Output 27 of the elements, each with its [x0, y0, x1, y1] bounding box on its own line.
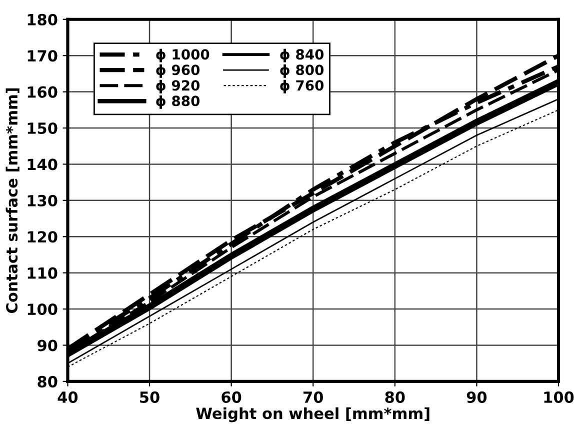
x-tick-label: 60 [222, 391, 242, 403]
x-tick-label: 50 [140, 391, 160, 403]
x-tick-label: 100 [544, 391, 574, 403]
y-tick-label: 90 [38, 340, 58, 352]
y-axis-title: Contact surface [mm*mm] [6, 88, 20, 314]
x-tick-label: 70 [304, 391, 324, 403]
legend-label: ϕ 880 [156, 95, 200, 109]
y-tick-label: 80 [38, 376, 58, 388]
legend-label: ϕ 760 [280, 80, 324, 94]
legend-label: ϕ 960 [156, 64, 200, 78]
y-tick-label: 120 [28, 231, 58, 243]
y-tick-label: 160 [28, 86, 58, 98]
y-tick-label: 170 [28, 50, 58, 62]
y-tick-label: 180 [28, 14, 58, 26]
legend-label: ϕ 1000 [156, 48, 210, 62]
x-tick-label: 40 [58, 391, 78, 403]
y-tick-label: 130 [28, 194, 58, 206]
y-tick-label: 140 [28, 158, 58, 170]
x-tick-label: 90 [466, 391, 487, 403]
x-axis-title: Weight on wheel [mm*mm] [196, 407, 430, 422]
y-tick-label: 100 [28, 303, 58, 316]
legend-label: ϕ 800 [280, 64, 324, 78]
y-tick-label: 150 [28, 122, 58, 134]
legend-label: ϕ 840 [280, 48, 324, 62]
y-tick-label: 110 [28, 267, 58, 279]
legend-label: ϕ 920 [156, 80, 200, 94]
x-tick-label: 80 [385, 391, 405, 403]
